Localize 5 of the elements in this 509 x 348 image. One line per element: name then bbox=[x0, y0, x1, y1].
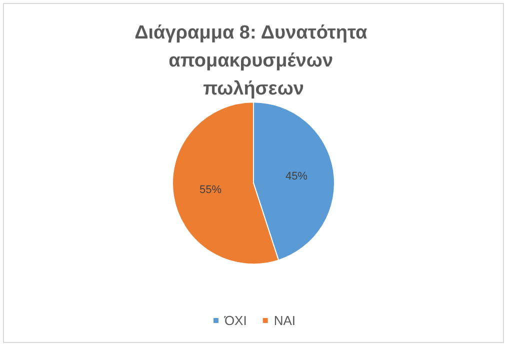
data-label: 55% bbox=[200, 184, 222, 196]
chart-title: Διάγραμμα 8: Δυνατότητα απομακρυσμένων πωλήσεων bbox=[134, 22, 372, 100]
legend-label: ΌΧΙ bbox=[223, 313, 247, 328]
data-label: 45% bbox=[285, 170, 308, 182]
legend-label: ΝΑΙ bbox=[274, 313, 296, 328]
